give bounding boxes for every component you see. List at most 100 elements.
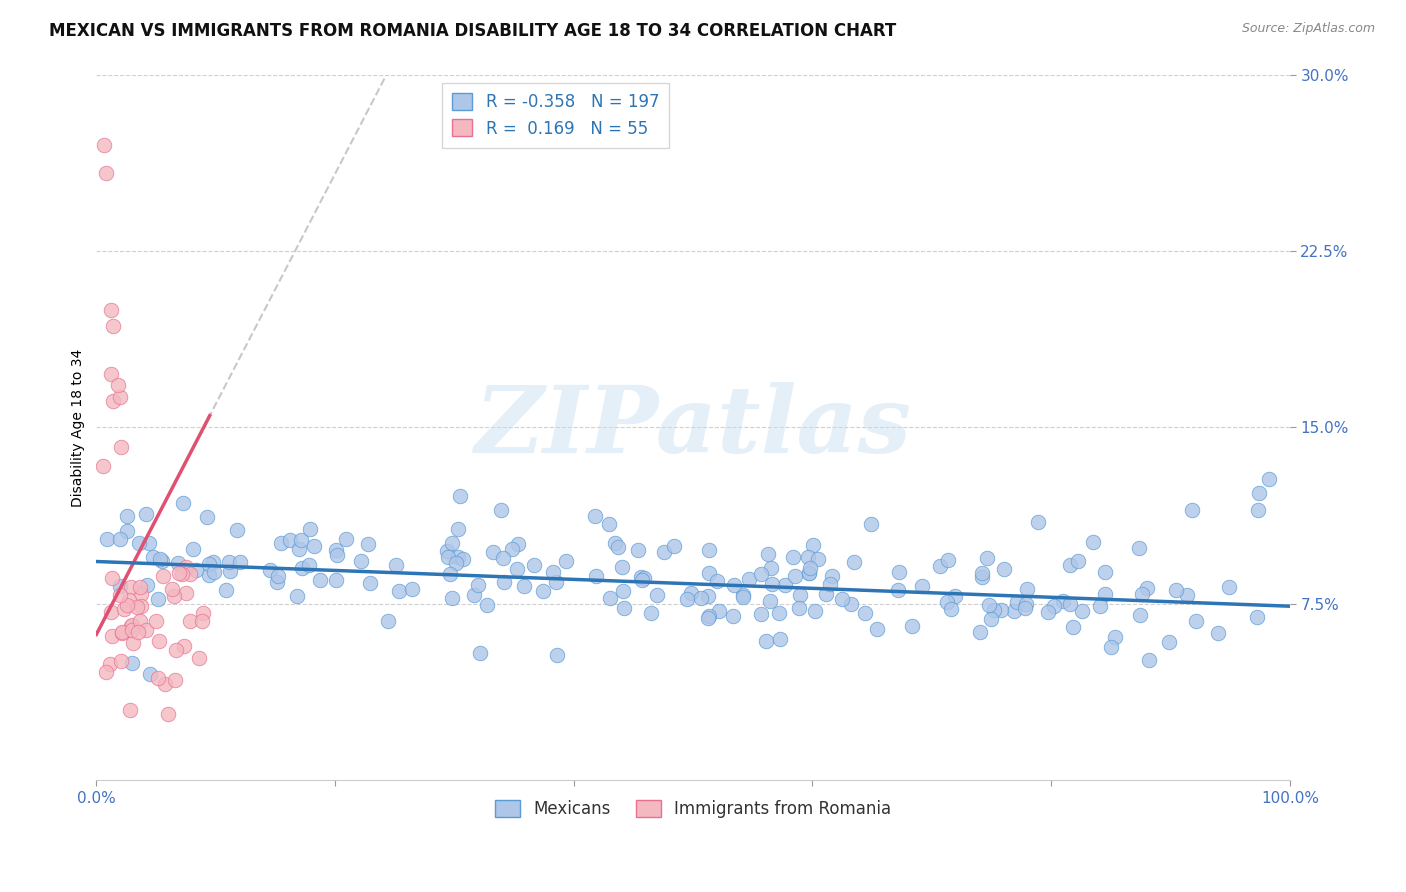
- Point: [928, 558, 950, 573]
- Point: [1136, 581, 1159, 595]
- Point: [183, 542, 205, 557]
- Point: [1015, 598, 1038, 612]
- Point: [179, 566, 201, 581]
- Point: [1081, 535, 1104, 549]
- Point: [943, 589, 966, 603]
- Point: [468, 647, 491, 661]
- Point: [186, 563, 208, 577]
- Point: [980, 612, 1002, 626]
- Point: [993, 562, 1015, 576]
- Point: [165, 643, 187, 657]
- Point: [94, 665, 117, 680]
- Point: [775, 578, 797, 592]
- Point: [630, 570, 652, 584]
- Point: [1247, 502, 1270, 516]
- Point: [491, 503, 513, 517]
- Point: [101, 394, 124, 409]
- Point: [167, 566, 190, 581]
- Point: [585, 568, 607, 582]
- Point: [114, 602, 136, 616]
- Point: [142, 550, 165, 565]
- Point: [121, 656, 143, 670]
- Point: [706, 574, 728, 588]
- Point: [990, 603, 1012, 617]
- Point: [1059, 558, 1081, 572]
- Point: [385, 558, 408, 572]
- Point: [749, 607, 772, 621]
- Point: [844, 555, 866, 569]
- Point: [463, 588, 485, 602]
- Point: [302, 540, 325, 554]
- Point: [127, 599, 149, 614]
- Point: [797, 550, 820, 565]
- Point: [783, 569, 806, 583]
- Point: [110, 626, 132, 640]
- Point: [1099, 640, 1122, 655]
- Point: [148, 634, 170, 648]
- Point: [101, 571, 124, 585]
- Point: [94, 166, 117, 180]
- Point: [135, 623, 157, 637]
- Point: [1164, 582, 1187, 597]
- Point: [583, 509, 606, 524]
- Point: [513, 579, 536, 593]
- Point: [120, 619, 142, 633]
- Point: [789, 588, 811, 602]
- Point: [118, 703, 141, 717]
- Point: [291, 560, 314, 574]
- Point: [446, 549, 468, 564]
- Point: [285, 589, 308, 603]
- Point: [631, 574, 654, 588]
- Point: [110, 588, 132, 602]
- Point: [198, 568, 221, 582]
- Point: [299, 523, 322, 537]
- Point: [187, 651, 209, 665]
- Point: [359, 576, 381, 591]
- Point: [170, 567, 193, 582]
- Point: [831, 592, 853, 607]
- Point: [128, 536, 150, 550]
- Point: [738, 572, 761, 586]
- Point: [219, 565, 242, 579]
- Point: [768, 606, 790, 620]
- Point: [1104, 631, 1126, 645]
- Point: [127, 624, 149, 639]
- Point: [440, 591, 463, 606]
- Point: [138, 667, 160, 681]
- Point: [229, 555, 252, 569]
- Point: [972, 566, 994, 580]
- Point: [298, 558, 321, 573]
- Point: [129, 580, 152, 594]
- Point: [707, 604, 730, 618]
- Point: [115, 524, 138, 538]
- Point: [801, 538, 824, 552]
- Point: [436, 543, 458, 558]
- Point: [613, 600, 636, 615]
- Point: [1258, 472, 1281, 486]
- Point: [972, 570, 994, 584]
- Point: [1094, 566, 1116, 580]
- Point: [1005, 595, 1028, 609]
- Point: [818, 577, 841, 591]
- Point: [901, 618, 924, 632]
- Point: [110, 440, 132, 454]
- Point: [108, 579, 131, 593]
- Point: [1175, 589, 1198, 603]
- Point: [1137, 652, 1160, 666]
- Point: [887, 565, 910, 579]
- Point: [606, 540, 628, 554]
- Point: [179, 614, 201, 628]
- Point: [1062, 620, 1084, 634]
- Point: [610, 560, 633, 574]
- Point: [326, 548, 349, 562]
- Point: [475, 598, 498, 612]
- Point: [1067, 554, 1090, 568]
- Point: [935, 594, 957, 608]
- Point: [439, 567, 461, 582]
- Point: [1088, 599, 1111, 614]
- Point: [308, 573, 330, 587]
- Point: [191, 606, 214, 620]
- Point: [681, 585, 703, 599]
- Point: [96, 533, 118, 547]
- Point: [839, 597, 862, 611]
